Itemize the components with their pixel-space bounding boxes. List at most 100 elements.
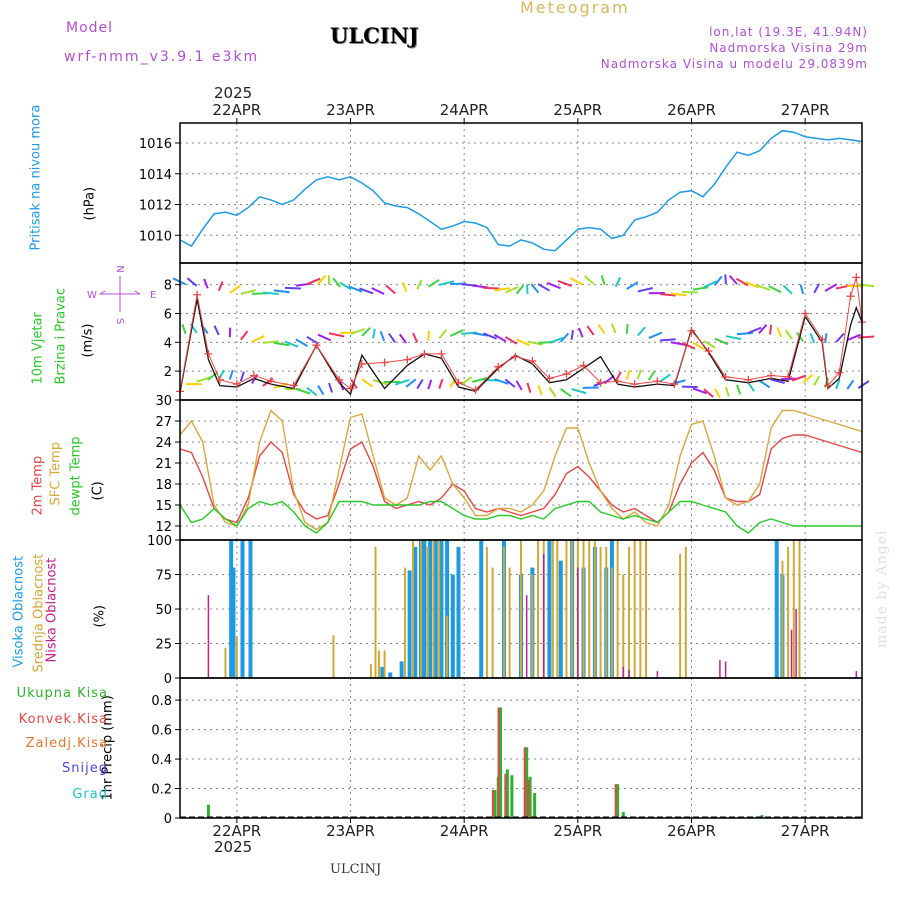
wind-gust-marker	[437, 349, 446, 358]
wind-gust-marker	[494, 362, 503, 371]
y-tick-label: 2	[164, 365, 172, 380]
wind-arrow	[570, 330, 574, 340]
cloud-bar-high	[407, 570, 412, 678]
wind-arrow	[493, 333, 507, 343]
wind-arrow	[348, 285, 363, 293]
wind-gust-marker	[596, 378, 605, 387]
wind-gust-marker	[193, 290, 202, 299]
wind-arrow	[295, 338, 308, 347]
cloud-bar-mid	[485, 546, 488, 678]
panel-frame	[179, 122, 863, 264]
wind-gust-marker	[767, 371, 776, 380]
legend-total: Ukupna Kisa	[16, 686, 108, 701]
wind-arrow	[284, 286, 301, 290]
wind-gust-marker	[266, 377, 275, 386]
wind-arrow	[398, 333, 408, 344]
wind-arrow	[626, 281, 639, 290]
wind-gust-marker	[670, 380, 679, 389]
y-tick-label: 1016	[139, 137, 172, 152]
wind-gust-marker	[346, 384, 355, 393]
wind-arrow	[747, 326, 762, 334]
wind-arrow	[758, 324, 768, 334]
cloud-bar-high	[413, 546, 418, 678]
compass-arrows	[99, 276, 141, 312]
wind-gust-marker	[721, 372, 730, 381]
cloud-bar-high	[229, 540, 234, 678]
wind-arrow	[614, 276, 622, 288]
wind-arrow	[559, 332, 570, 343]
y-tick-label: 18	[155, 478, 172, 493]
wind-gust-marker	[744, 375, 753, 384]
cloud-bar-low	[542, 553, 545, 678]
cloud-bar-mid	[224, 647, 227, 678]
wind-arrow	[439, 280, 455, 286]
cloud-bar-low	[628, 669, 630, 678]
cloud-bar-high	[479, 540, 484, 678]
wind-arrow	[659, 373, 671, 383]
cloud-bar-mid	[792, 540, 795, 678]
cloud-bar-mid	[412, 540, 415, 678]
cloud-bar-mid	[605, 546, 608, 678]
wind-arrow	[728, 274, 738, 285]
wind-gust-marker	[801, 309, 810, 318]
cloud-bar-mid	[645, 540, 648, 678]
wind-arrow	[229, 284, 241, 294]
wind-arrow	[516, 338, 530, 346]
pressure-line	[179, 129, 863, 252]
precip-bar-0	[525, 747, 529, 818]
wind-arrow	[659, 338, 676, 342]
wind-arrow	[505, 285, 519, 294]
cloud-bar-mid	[684, 546, 687, 678]
wind-arrow	[835, 332, 845, 343]
cloud-bar-high	[433, 540, 438, 678]
wind-arrow	[835, 379, 841, 390]
wind-arrow	[240, 289, 256, 295]
cloud-bar-mid	[551, 540, 554, 678]
wind-arrow	[769, 324, 773, 335]
wind-gust-marker	[215, 375, 224, 384]
cloud-bar-mid	[588, 540, 591, 678]
y-tick-label: 75	[155, 569, 172, 584]
cloud-bar-mid	[377, 650, 380, 678]
wind-gust-marker	[403, 355, 412, 364]
y-tick-label: 24	[155, 436, 172, 451]
wind-arrow	[768, 285, 782, 294]
y-tick-label: 1012	[139, 199, 172, 214]
wind-arrow	[769, 378, 785, 385]
wind-arrow	[372, 328, 376, 339]
y-tick-label: 30	[155, 394, 172, 409]
wind-gust-marker	[249, 371, 258, 380]
cloud-bar-mid	[235, 636, 238, 678]
altitude-label: Nadmorska Visina 29m	[709, 41, 868, 55]
wind-arrow	[724, 386, 730, 397]
x-tick-label-top: 22APR	[212, 101, 261, 119]
wind-arrow	[361, 378, 373, 388]
wind-gust-marker	[511, 352, 520, 361]
cloud-bar-mid	[508, 567, 511, 678]
y-tick-label: 27	[155, 415, 172, 430]
model-altitude-label: Nadmorska Visina u modelu 29.0839m	[600, 57, 868, 71]
wind-arrow	[385, 284, 396, 295]
wind-speed-line	[179, 298, 863, 396]
cloud-bar-high	[428, 540, 433, 678]
cloud-bar-low	[577, 567, 579, 678]
wind-gust-marker	[380, 358, 389, 367]
cloud-bar-mid	[610, 567, 613, 678]
wind-arrow	[625, 324, 629, 334]
cloud-bar-mid	[571, 540, 574, 678]
wind-arrow	[460, 376, 473, 386]
wind-arrow	[758, 379, 771, 389]
wind-arrow	[648, 331, 663, 339]
y-tick-label: 0	[164, 672, 172, 687]
cloud-bar-mid	[679, 553, 682, 678]
wind-arrow	[284, 340, 299, 348]
cloud-bar-mid	[432, 540, 435, 678]
cloud-bar-mid	[639, 540, 642, 678]
wind-arrow	[637, 287, 653, 293]
x-tick-label-top: 25APR	[553, 101, 602, 119]
cloud-bar-low	[724, 661, 727, 678]
cloud-bar-mid	[798, 540, 801, 678]
wind-gust-marker	[852, 273, 861, 282]
y-tick-label: 12	[155, 520, 172, 535]
